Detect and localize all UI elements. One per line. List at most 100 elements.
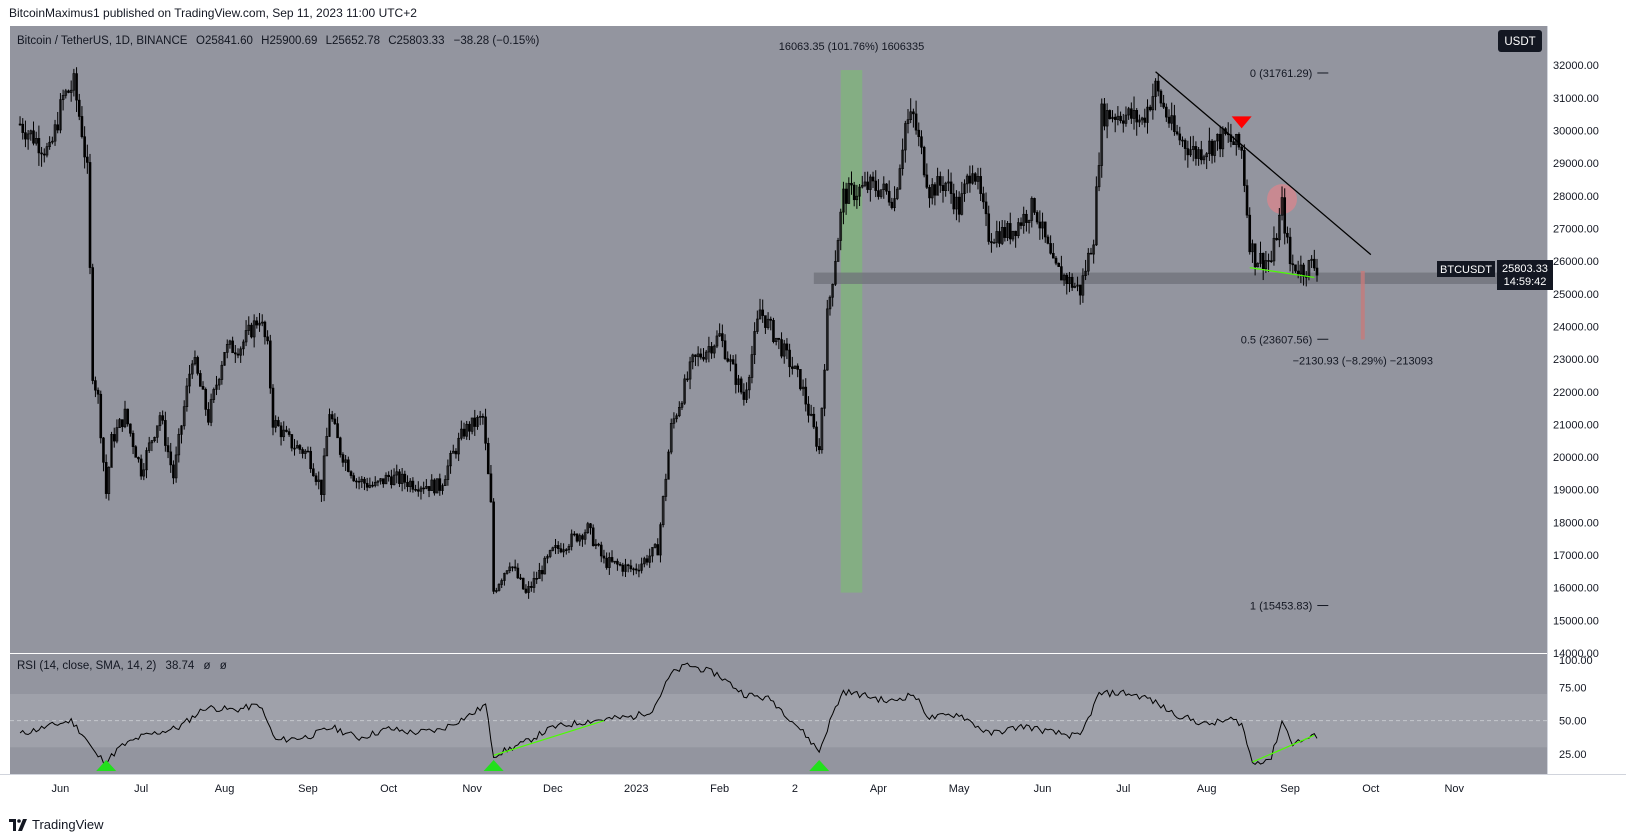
candle xyxy=(686,371,689,382)
candle xyxy=(497,583,501,592)
candle-body xyxy=(694,354,697,357)
candle-body xyxy=(443,479,447,486)
candle-body xyxy=(231,340,234,354)
candle xyxy=(920,130,923,155)
candle-body xyxy=(645,558,649,563)
candle-body xyxy=(901,149,904,169)
candle-body xyxy=(91,267,95,381)
candle xyxy=(416,481,420,497)
candle xyxy=(177,428,181,463)
candle xyxy=(933,182,937,206)
candle xyxy=(193,350,197,366)
time-axis-bg xyxy=(0,774,1626,810)
rsi-up-arrow xyxy=(96,760,117,771)
candle xyxy=(250,322,253,339)
candle xyxy=(963,179,966,202)
candle-body xyxy=(1062,274,1066,281)
candle xyxy=(710,341,713,359)
candle-body xyxy=(77,99,81,117)
candle-body xyxy=(268,340,272,389)
candle-body xyxy=(376,480,380,483)
candle-body xyxy=(756,318,759,332)
candle-body xyxy=(745,389,748,400)
candle-body xyxy=(564,549,568,552)
currency-button[interactable]: USDT xyxy=(1498,30,1542,52)
candle-body xyxy=(37,138,41,154)
candle-body xyxy=(1240,146,1243,151)
rsi-name: RSI (14, close, SMA, 14, 2) xyxy=(17,660,157,672)
candle-body xyxy=(860,185,864,188)
candle-body xyxy=(330,414,334,420)
candle-body xyxy=(398,471,401,484)
candle xyxy=(357,476,361,490)
fib-level-label: 0 (31761.29) xyxy=(1250,68,1312,80)
candle-body xyxy=(492,501,495,592)
candle xyxy=(303,449,307,459)
candle xyxy=(844,182,848,215)
candle xyxy=(403,470,407,490)
candle xyxy=(1116,106,1120,126)
candle-body xyxy=(42,153,46,156)
change-value: −38.28 (−0.15%) xyxy=(454,35,540,47)
candle-body xyxy=(704,351,708,360)
candle-body xyxy=(1278,214,1281,241)
candle xyxy=(325,427,329,457)
candle xyxy=(476,415,479,430)
candle xyxy=(166,437,170,459)
candle xyxy=(562,543,565,558)
price-axis-tick-label: 22000.00 xyxy=(1553,387,1599,399)
candle-body xyxy=(1167,116,1171,124)
candle-body xyxy=(764,315,767,328)
red-range-label: −2130.93 (−8.29%) −213093 xyxy=(1293,356,1433,368)
price-axis[interactable]: 32000.00 31000.00 30000.00 29000.00 28000.00… xyxy=(1553,60,1599,660)
candle xyxy=(104,454,108,499)
candle-body xyxy=(559,548,563,553)
candle xyxy=(45,142,49,158)
candle xyxy=(669,418,673,455)
candle-body xyxy=(1156,80,1160,92)
candle xyxy=(454,448,458,459)
candle xyxy=(1006,220,1009,242)
candle xyxy=(799,369,802,391)
candle-body xyxy=(941,185,945,191)
candle-body xyxy=(823,369,826,409)
candle-body xyxy=(427,486,431,491)
candle xyxy=(495,587,498,594)
price-axis-tick-label: 15000.00 xyxy=(1553,615,1599,627)
candle xyxy=(1103,98,1106,131)
candle-body xyxy=(1132,109,1136,119)
candle xyxy=(1299,255,1303,283)
candle-body xyxy=(352,475,356,482)
candle xyxy=(581,533,584,547)
candle-body xyxy=(481,416,485,418)
candle-body xyxy=(677,407,681,417)
candle xyxy=(373,476,377,488)
candle xyxy=(820,407,824,454)
time-axis-tick-label: Nov xyxy=(462,783,482,795)
candle xyxy=(1043,221,1047,243)
candle-body xyxy=(373,481,377,486)
chart[interactable]: 16063.35 (101.76%) 1606335 0 (31761.29) 0.… xyxy=(0,26,1626,810)
candle-body xyxy=(893,198,896,208)
rsi-axis[interactable]: 100.00 75.00 50.00 25.00 xyxy=(1559,655,1593,761)
candle-body xyxy=(648,555,651,563)
candle xyxy=(589,523,592,535)
candle-body xyxy=(258,322,261,326)
candle-body xyxy=(123,408,127,428)
candle xyxy=(1027,219,1031,234)
candle xyxy=(938,171,942,193)
candle-body xyxy=(766,318,770,328)
candle xyxy=(1046,234,1050,245)
candle xyxy=(1269,250,1273,263)
candle-body xyxy=(145,450,148,471)
candle xyxy=(527,581,530,599)
candle xyxy=(1272,226,1276,266)
time-axis[interactable]: Jun Jul Aug Sep Oct Nov Dec 2023 Feb 2 Apr May Jun Ju… xyxy=(0,774,1626,796)
candle-body xyxy=(1108,110,1112,120)
candle-body xyxy=(470,417,474,432)
candle-body xyxy=(998,231,1001,244)
price-divergence-line xyxy=(1249,267,1315,279)
rsi-up-arrow xyxy=(483,760,504,771)
candle-body xyxy=(465,423,469,437)
candle-body xyxy=(1124,114,1128,124)
